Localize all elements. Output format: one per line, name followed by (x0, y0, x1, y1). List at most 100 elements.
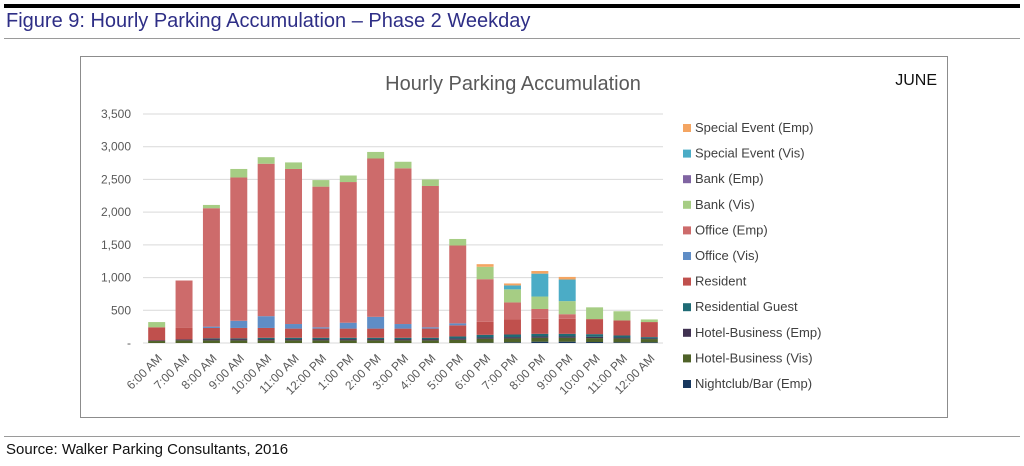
bar-segment (640, 337, 658, 339)
bar-segment (148, 340, 166, 342)
bar-segment (586, 319, 604, 335)
chart-frame: Hourly Parking Accumulation JUNE - 500 1,0… (80, 56, 948, 418)
bar-segment (476, 334, 494, 338)
bar-segment (257, 339, 275, 341)
chart-title: Hourly Parking Accumulation (385, 73, 641, 95)
bar-segment (367, 340, 385, 343)
bar-segment (202, 338, 220, 340)
bar-segment (312, 339, 330, 341)
bar-segment (339, 340, 357, 343)
bar-segment (503, 338, 521, 343)
bar-segment (449, 245, 467, 324)
bar-segment (531, 336, 549, 338)
bar-segment (421, 185, 439, 328)
bar-segment (586, 338, 604, 343)
bar-segment (476, 266, 494, 280)
bar-segment (449, 238, 467, 246)
bar-segment (586, 342, 604, 343)
bar-segment (312, 180, 330, 187)
bar-segment (421, 179, 439, 186)
bar-segment (503, 342, 521, 343)
bar-segment (503, 337, 521, 339)
bar-segment (503, 319, 521, 335)
legend-label: Hotel-Business (Vis) (695, 350, 813, 365)
bar-segment (421, 337, 439, 340)
bar-segment (394, 340, 412, 343)
bar-segment (285, 328, 303, 338)
bar-segment (285, 339, 303, 341)
legend-swatch (683, 354, 691, 363)
bar-segment (558, 279, 576, 302)
bar-segment (175, 339, 193, 341)
legend-label: Special Event (Vis) (695, 146, 805, 161)
bar-segment (202, 340, 220, 343)
y-axis-ticks: - 500 1,000 1,500 2,000 2,500 3,000 3,500 (101, 107, 131, 350)
bar-segment (339, 182, 357, 323)
legend: Special Event (Emp) Special Event (Vis) Ba… (683, 120, 821, 391)
bar-segment (613, 338, 631, 343)
bar-segment (449, 339, 467, 343)
bar-segment (503, 285, 521, 290)
bar-segment (394, 337, 412, 340)
bars (148, 151, 658, 343)
bar-segment (531, 341, 549, 343)
bar-segment (148, 322, 166, 328)
bar-segment (558, 318, 576, 334)
bar-segment (449, 338, 467, 340)
bar-segment (503, 289, 521, 303)
bar-segment (558, 333, 576, 337)
bar-segment (175, 340, 193, 343)
bar-segment (339, 175, 357, 183)
y-tick-label: 1,500 (101, 238, 131, 252)
bottom-divider (4, 436, 1020, 437)
legend-swatch (683, 149, 691, 158)
bar-segment (531, 337, 549, 342)
legend-label: Bank (Emp) (695, 171, 764, 186)
legend-swatch (683, 380, 691, 388)
bar-segment (257, 163, 275, 317)
bar-segment (312, 328, 330, 338)
chart-canvas: Hourly Parking Accumulation JUNE - 500 1,0… (101, 72, 937, 397)
bar-segment (230, 340, 248, 343)
bar-segment (586, 307, 604, 320)
y-tick-label: 3,500 (101, 107, 131, 121)
bar-segment (339, 337, 357, 340)
bar-segment (230, 339, 248, 341)
bar-segment (476, 338, 494, 343)
legend-swatch (683, 124, 691, 132)
bar-segment (312, 337, 330, 340)
bar-segment (531, 296, 549, 309)
bar-segment (148, 341, 166, 343)
bar-segment (202, 204, 220, 209)
bar-segment (367, 316, 385, 329)
legend-swatch (683, 226, 691, 235)
bar-segment (339, 322, 357, 329)
bar-segment (640, 342, 658, 343)
bar-segment (394, 161, 412, 169)
y-tick-label: 1,000 (101, 271, 131, 285)
title-divider (4, 38, 1020, 39)
legend-label: Resident (695, 274, 747, 289)
bar-segment (558, 341, 576, 343)
top-rule (4, 4, 1020, 8)
bar-segment (558, 314, 576, 319)
bar-segment (421, 327, 439, 329)
bar-segment (202, 339, 220, 341)
bar-segment (285, 324, 303, 329)
y-tick-label: 500 (111, 303, 131, 317)
y-tick-label: 3,000 (101, 140, 131, 154)
legend-swatch (683, 303, 691, 312)
bar-segment (449, 325, 467, 337)
month-label: JUNE (895, 72, 937, 89)
bar-segment (367, 337, 385, 340)
bar-segment (558, 276, 576, 280)
legend-label: Nightclub/Bar (Emp) (695, 376, 812, 391)
legend-label: Special Event (Emp) (695, 120, 814, 135)
bar-segment (257, 340, 275, 343)
bar-segment (586, 334, 604, 337)
bar-segment (613, 337, 631, 339)
bar-segment (558, 337, 576, 342)
bar-segment (285, 168, 303, 325)
bar-segment (503, 302, 521, 320)
